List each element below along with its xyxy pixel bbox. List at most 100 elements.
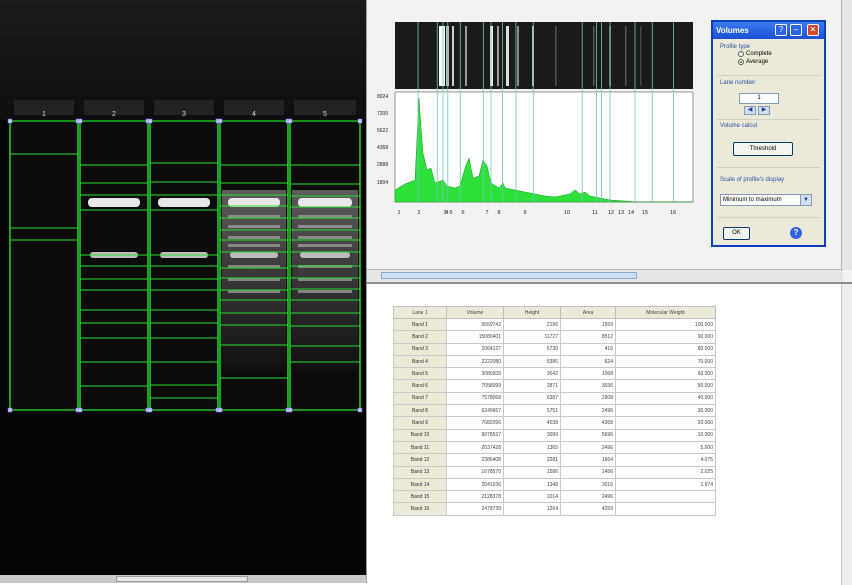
table-cell: 1348 xyxy=(503,477,561,492)
lane-label: 1 xyxy=(42,111,46,118)
column-header[interactable]: Height xyxy=(503,306,561,319)
lane-label: 3 xyxy=(182,111,186,118)
x-tick-label: 7 xyxy=(485,210,488,216)
lane-resize-handle[interactable] xyxy=(77,118,83,124)
minimize-icon[interactable]: – xyxy=(790,24,802,36)
lane-resize-handle[interactable] xyxy=(7,118,13,124)
table-row[interactable]: Band 3 2064127 6730 416 80.000 xyxy=(393,342,716,356)
table-cell: 2496 xyxy=(560,404,616,418)
table-cell: 7058099 xyxy=(446,379,504,393)
lane-resize-handle[interactable] xyxy=(217,407,223,413)
table-cell: 1365 xyxy=(503,440,561,455)
table-row[interactable]: Band 10 9078537 3099 5696 10.000 xyxy=(393,428,716,442)
table-cell: 1559 xyxy=(560,317,616,332)
results-vertical-scrollbar[interactable] xyxy=(841,284,852,585)
scale-group: Scale of profile's display xyxy=(720,177,820,183)
table-cell: 60.000 xyxy=(615,367,716,381)
table-cell: 416 xyxy=(560,342,616,356)
close-icon[interactable]: ✕ xyxy=(807,24,819,36)
profile-type-label: Profile type xyxy=(720,44,751,50)
x-tick-label: 11 xyxy=(592,210,598,216)
scrollbar-thumb[interactable] xyxy=(381,272,637,279)
table-cell: 2386408 xyxy=(446,453,504,467)
lane-resize-handle[interactable] xyxy=(7,407,13,413)
lane-next-button[interactable]: ▶ xyxy=(758,106,770,115)
radio-average[interactable]: Average xyxy=(738,58,820,66)
lane-resize-handle[interactable] xyxy=(147,407,153,413)
divider xyxy=(717,119,820,120)
table-row[interactable]: Band 12 2386408 2281 1664 4.075 xyxy=(393,453,716,467)
y-tick-label: 5622 xyxy=(377,128,388,134)
threshold-button[interactable]: Threshold xyxy=(733,142,793,156)
scrollbar-thumb[interactable] xyxy=(116,576,248,582)
volume-calcul-label: Volume calcul xyxy=(720,123,758,129)
row-header: Band 8 xyxy=(393,404,447,418)
row-header: Band 2 xyxy=(393,330,447,344)
lane-resize-handle[interactable] xyxy=(217,118,223,124)
radio-circle-selected[interactable] xyxy=(738,59,744,65)
lane-number-input[interactable]: 1 xyxy=(739,93,779,104)
column-header[interactable]: Area xyxy=(560,306,616,319)
scale-select[interactable]: Minimum to maximum ▼ xyxy=(720,194,812,206)
table-cell: 2037428 xyxy=(446,440,504,455)
table-cell: 3042 xyxy=(503,367,561,381)
table-row[interactable]: Band 16 2478739 1264 4259 xyxy=(393,502,716,516)
table-row[interactable]: Band 15 2128378 1014 2496 xyxy=(393,490,716,504)
table-cell: 2064127 xyxy=(446,342,504,356)
x-tick-label: 1 xyxy=(397,210,400,216)
x-tick-label: 10 xyxy=(564,210,570,216)
gel-horizontal-scrollbar[interactable] xyxy=(0,575,366,583)
table-cell: 2496 xyxy=(560,490,616,504)
lane-resize-handle[interactable] xyxy=(147,118,153,124)
gel-band xyxy=(228,225,280,228)
table-row[interactable]: Band 6 7058099 2871 3036 50.000 xyxy=(393,379,716,393)
gel-image[interactable]: 1 2 3 4 5 xyxy=(0,0,366,583)
column-header[interactable]: Molecular Weight xyxy=(615,306,716,319)
profile-horizontal-scrollbar[interactable] xyxy=(367,269,843,282)
table-row[interactable]: Band 9 7082096 4038 4368 20.000 xyxy=(393,416,716,430)
table-row[interactable]: Band 1 5659742 2196 1559 100.000 xyxy=(393,317,716,332)
gel-band xyxy=(300,252,350,258)
lane-resize-handle[interactable] xyxy=(77,407,83,413)
help-icon[interactable]: ? xyxy=(790,227,802,239)
lane-resize-handle[interactable] xyxy=(357,407,363,413)
gel-image-panel[interactable]: 1 2 3 4 5 xyxy=(0,0,366,583)
table-row[interactable]: Band 5 3080205 3042 1068 60.000 xyxy=(393,367,716,381)
lane-prev-button[interactable]: ◀ xyxy=(744,106,756,115)
gel-lane[interactable] xyxy=(10,121,78,410)
help-titlebar-icon[interactable]: ? xyxy=(775,24,787,36)
lane-resize-handle[interactable] xyxy=(287,118,293,124)
lane-resize-handle[interactable] xyxy=(287,407,293,413)
radio-complete[interactable]: Complete xyxy=(738,50,820,58)
column-header[interactable]: Lane 1 xyxy=(393,306,447,319)
table-cell: 4.075 xyxy=(615,453,716,467)
table-cell: 1014 xyxy=(503,490,561,504)
table-row[interactable]: Band 14 2041036 1348 3016 1.974 xyxy=(393,477,716,492)
gel-band xyxy=(228,198,280,207)
row-header: Band 4 xyxy=(393,354,447,369)
ok-button[interactable]: OK xyxy=(723,227,750,240)
x-tick-label: 9 xyxy=(523,210,526,216)
table-cell: 5751 xyxy=(503,404,561,418)
table-row[interactable]: Band 4 2222080 5386 624 70.000 xyxy=(393,354,716,369)
y-tick-label: 2888 xyxy=(377,162,388,168)
gel-band xyxy=(158,198,210,207)
table-row[interactable]: Band 11 2037428 1365 2496 5.000 xyxy=(393,440,716,455)
table-cell: 5.000 xyxy=(615,440,716,455)
table-row[interactable]: Band 2 15080401 11727 8512 90.000 xyxy=(393,330,716,344)
table-row[interactable]: Band 7 7578068 6387 2908 40.000 xyxy=(393,391,716,406)
gel-band xyxy=(228,290,280,293)
table-row[interactable]: Band 8 6249667 5751 2496 30.000 xyxy=(393,404,716,418)
profile-vertical-scrollbar[interactable] xyxy=(841,0,852,270)
table-cell: 50.000 xyxy=(615,379,716,393)
lane-resize-handle[interactable] xyxy=(357,118,363,124)
gel-band xyxy=(228,215,280,218)
chevron-down-icon[interactable]: ▼ xyxy=(800,195,811,205)
x-tick-label: 16 xyxy=(670,210,676,216)
column-header[interactable]: Volume xyxy=(446,306,504,319)
table-cell: 6387 xyxy=(503,391,561,406)
radio-circle[interactable] xyxy=(738,51,744,57)
x-tick-label: 13 xyxy=(618,210,624,216)
table-row[interactable]: Band 13 1678570 1586 1456 2.025 xyxy=(393,465,716,479)
